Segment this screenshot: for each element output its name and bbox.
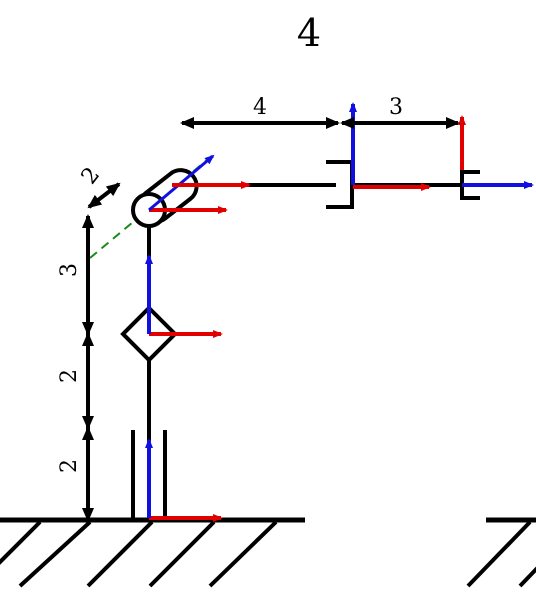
frame-base <box>145 438 223 522</box>
frame-capsule <box>148 154 251 214</box>
dimension-left <box>82 182 121 522</box>
dimension-label-top-3: 3 <box>389 95 403 120</box>
dimension-label-3: 3 <box>57 263 82 277</box>
dimension-label-offset-2: 2 <box>77 163 105 189</box>
frame-end <box>458 115 534 189</box>
frame-diamond <box>145 254 223 338</box>
ground-left <box>0 517 305 588</box>
dimension-label-4: 4 <box>253 95 267 120</box>
ground-right <box>466 517 536 588</box>
dimension-label-upper-2: 2 <box>57 369 82 383</box>
diamond-joint <box>120 305 178 363</box>
diagram-title: 4 <box>297 11 321 55</box>
dimension-label-lower-2: 2 <box>57 459 82 473</box>
base-prismatic-joint <box>131 430 167 520</box>
